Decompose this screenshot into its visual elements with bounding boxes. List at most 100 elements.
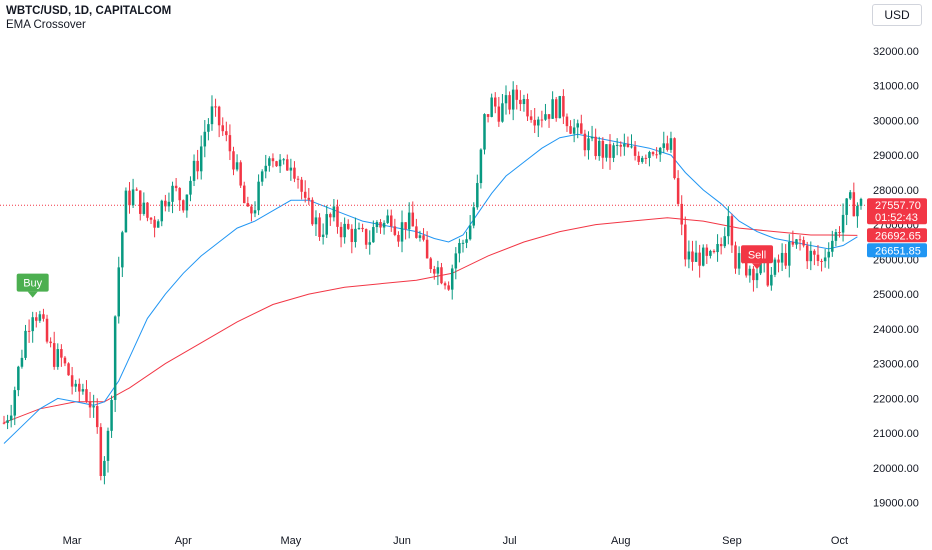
y-tick-label: 23000.00 bbox=[873, 359, 919, 371]
candle-body bbox=[788, 241, 791, 266]
candle-body bbox=[565, 116, 569, 127]
candle-body bbox=[121, 232, 124, 268]
candle-body bbox=[780, 252, 784, 263]
candle-body bbox=[20, 357, 24, 367]
sell-signal-text: Sell bbox=[748, 249, 766, 261]
candle-body bbox=[712, 250, 716, 253]
candle-body bbox=[436, 267, 440, 274]
y-tick-label: 29000.00 bbox=[873, 150, 919, 162]
candle-body bbox=[547, 114, 551, 119]
candle-body bbox=[271, 158, 275, 162]
candle-body bbox=[687, 251, 691, 260]
candle-body bbox=[519, 99, 522, 105]
candle-body bbox=[522, 99, 526, 105]
candle-body bbox=[6, 420, 9, 423]
price-tag-countdown: 01:52:43 bbox=[875, 212, 918, 224]
candle-body bbox=[311, 199, 314, 225]
candle-body bbox=[329, 214, 332, 218]
candle-body bbox=[777, 259, 780, 263]
candle-body bbox=[307, 197, 311, 200]
candle-body bbox=[540, 119, 544, 121]
candle-body bbox=[856, 205, 859, 217]
candle-body bbox=[669, 138, 673, 150]
x-tick-label: Jun bbox=[393, 535, 411, 547]
candle-body bbox=[572, 127, 576, 134]
candle-body bbox=[346, 223, 350, 229]
candle-body bbox=[178, 188, 181, 201]
candle-body bbox=[576, 123, 579, 128]
candle-body bbox=[339, 226, 343, 238]
candle-body bbox=[70, 375, 74, 387]
candle-body bbox=[296, 178, 300, 180]
candle-body bbox=[228, 135, 232, 152]
candle-body bbox=[852, 192, 856, 217]
candle-body bbox=[199, 146, 203, 172]
candle-body bbox=[615, 144, 619, 146]
candle-body bbox=[601, 140, 605, 158]
candle-body bbox=[719, 244, 723, 247]
candle-body bbox=[42, 314, 45, 319]
candle-body bbox=[321, 234, 325, 238]
candle-body bbox=[433, 269, 436, 274]
candle-body bbox=[56, 349, 60, 367]
candle-body bbox=[9, 415, 13, 421]
candle-body bbox=[809, 250, 813, 262]
candle-body bbox=[52, 343, 56, 367]
candle-body bbox=[207, 124, 210, 132]
x-tick-label: May bbox=[280, 535, 301, 547]
candle-body bbox=[701, 247, 705, 266]
candle-body bbox=[723, 236, 726, 247]
candle-body bbox=[397, 234, 400, 242]
candle-body bbox=[289, 167, 293, 171]
buy-signal-arrow bbox=[27, 291, 38, 298]
candle-body bbox=[67, 363, 70, 376]
candle-body bbox=[813, 250, 816, 255]
candle-body bbox=[694, 252, 698, 262]
candle-body bbox=[386, 215, 389, 223]
price-tag bbox=[867, 198, 927, 225]
candle-body bbox=[260, 171, 264, 182]
candle-body bbox=[210, 106, 214, 125]
candle-body bbox=[17, 366, 20, 391]
candle-body bbox=[364, 229, 368, 245]
sell-signal-label bbox=[741, 245, 774, 264]
candle-body bbox=[13, 390, 17, 416]
candle-body bbox=[447, 285, 450, 290]
candle-body bbox=[461, 242, 465, 244]
candle-body bbox=[648, 152, 651, 158]
candle-body bbox=[31, 317, 34, 332]
candle-body bbox=[802, 240, 805, 246]
candle-body bbox=[63, 357, 67, 364]
candle-body bbox=[504, 95, 508, 104]
y-tick-label: 19000.00 bbox=[873, 498, 919, 510]
candle-body bbox=[458, 243, 461, 254]
candle-body bbox=[666, 143, 669, 150]
candle-body bbox=[45, 318, 49, 342]
indicator-label[interactable]: EMA Crossover bbox=[6, 19, 86, 31]
candle-body bbox=[691, 251, 694, 262]
candle-body bbox=[225, 131, 228, 136]
price-tag bbox=[867, 243, 927, 258]
y-tick-label: 25000.00 bbox=[873, 289, 919, 301]
candle-body bbox=[92, 406, 95, 408]
candle-body bbox=[153, 219, 156, 228]
candle-body bbox=[626, 143, 630, 148]
candle-body bbox=[662, 143, 666, 148]
candle-body bbox=[422, 235, 425, 240]
candle-body bbox=[27, 330, 31, 332]
candle-body bbox=[146, 202, 149, 218]
y-tick-label: 21000.00 bbox=[873, 428, 919, 440]
candle-body bbox=[859, 198, 863, 206]
candle-body bbox=[597, 140, 601, 157]
candle-body bbox=[823, 257, 827, 262]
candle-body bbox=[465, 239, 468, 243]
candle-body bbox=[275, 161, 278, 167]
currency-button[interactable]: USD bbox=[872, 4, 922, 26]
candle-body bbox=[745, 259, 748, 276]
candle-body bbox=[454, 253, 458, 269]
candle-body bbox=[630, 146, 633, 148]
ema-fast-line bbox=[3, 133, 858, 444]
candle-body bbox=[770, 274, 773, 286]
candle-body bbox=[483, 114, 486, 150]
